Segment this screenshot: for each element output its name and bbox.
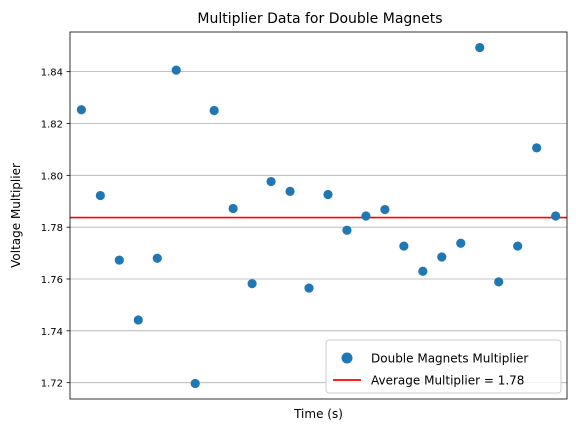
y-axis-label: Voltage Multiplier xyxy=(9,163,23,268)
data-point xyxy=(380,204,390,215)
data-point xyxy=(95,190,105,201)
data-point xyxy=(228,203,238,214)
legend-label-average: Average Multiplier = 1.78 xyxy=(371,374,524,388)
data-point xyxy=(190,378,200,389)
data-point xyxy=(437,252,447,262)
grid-lines xyxy=(70,71,567,384)
data-point xyxy=(342,225,352,235)
data-point xyxy=(285,186,295,196)
data-point xyxy=(475,42,485,53)
y-tick-label: 1.78 xyxy=(41,223,63,234)
data-point xyxy=(304,283,314,293)
data-point xyxy=(551,211,561,221)
y-tick-label: 1.72 xyxy=(41,379,63,390)
plot-area xyxy=(69,31,568,400)
data-point xyxy=(76,105,86,115)
data-point xyxy=(323,189,333,200)
data-points xyxy=(76,42,561,389)
data-point xyxy=(399,241,409,251)
data-point xyxy=(494,277,504,287)
data-point xyxy=(361,211,371,221)
data-point xyxy=(209,105,219,116)
data-point xyxy=(247,279,257,289)
x-axis-label: Time (s) xyxy=(293,407,343,421)
y-tick-label: 1.82 xyxy=(41,119,63,130)
legend-marker-scatter xyxy=(341,352,353,364)
data-point xyxy=(532,143,542,153)
data-point xyxy=(114,255,124,265)
y-axis-ticks: 1.72 1.74 1.76 1.78 1.80 1.82 1.84 xyxy=(41,68,70,390)
data-point xyxy=(456,238,466,248)
data-point xyxy=(418,266,428,276)
legend-label-scatter: Double Magnets Multiplier xyxy=(371,352,528,366)
data-point xyxy=(133,315,143,325)
y-tick-label: 1.76 xyxy=(41,275,63,286)
data-point xyxy=(152,253,162,263)
y-tick-label: 1.74 xyxy=(41,327,63,338)
data-point xyxy=(513,241,523,251)
y-tick-label: 1.84 xyxy=(41,68,63,79)
legend-box xyxy=(325,339,562,394)
data-point xyxy=(266,176,276,187)
data-point xyxy=(171,65,181,75)
chart-title: Multiplier Data for Double Magnets xyxy=(197,11,442,27)
legend: Double Magnets Multiplier Average Multip… xyxy=(325,339,562,394)
y-tick-label: 1.80 xyxy=(41,171,63,182)
